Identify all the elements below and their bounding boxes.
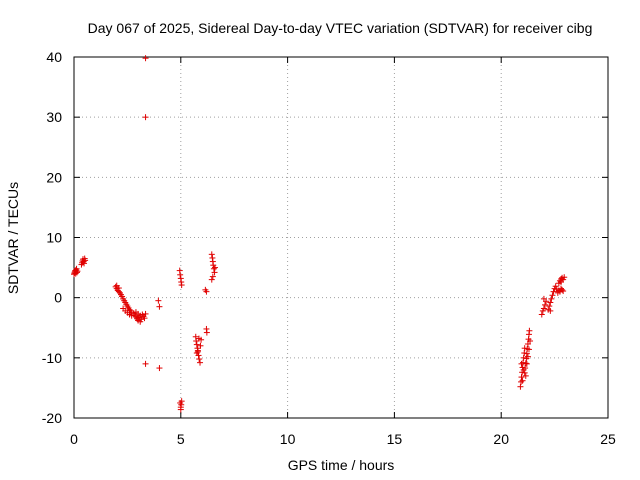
data-point bbox=[196, 356, 203, 363]
data-point bbox=[559, 286, 566, 293]
data-point bbox=[547, 299, 554, 306]
data-point bbox=[527, 337, 534, 344]
y-tick-label: 0 bbox=[54, 290, 62, 306]
data-point bbox=[74, 268, 81, 275]
data-point bbox=[178, 282, 185, 289]
data-point bbox=[520, 354, 527, 361]
data-point bbox=[141, 315, 148, 322]
data-point bbox=[156, 365, 163, 372]
data-point bbox=[197, 359, 204, 366]
data-point bbox=[142, 310, 149, 317]
data-point bbox=[142, 55, 149, 62]
data-point bbox=[211, 264, 218, 271]
y-axis-label: SDTVAR / TECUs bbox=[5, 182, 21, 294]
y-tick-label: -20 bbox=[42, 410, 62, 426]
data-point bbox=[550, 288, 557, 295]
data-point bbox=[208, 276, 215, 283]
data-point bbox=[517, 383, 524, 390]
data-points bbox=[71, 55, 568, 413]
data-point bbox=[155, 297, 162, 304]
data-point bbox=[541, 301, 548, 308]
data-point bbox=[518, 374, 525, 381]
data-point bbox=[547, 307, 554, 314]
data-point bbox=[522, 372, 529, 379]
y-tick-label: 30 bbox=[46, 109, 62, 125]
data-point bbox=[177, 271, 184, 278]
data-point bbox=[524, 340, 531, 347]
x-tick-label: 0 bbox=[70, 431, 78, 447]
data-point bbox=[538, 311, 545, 318]
data-point bbox=[519, 377, 526, 384]
data-point bbox=[208, 251, 215, 258]
x-tick-label: 25 bbox=[600, 431, 616, 447]
data-point bbox=[525, 346, 532, 353]
data-point bbox=[546, 303, 553, 310]
data-point bbox=[115, 285, 122, 292]
data-point bbox=[177, 406, 184, 413]
y-tick-label: 40 bbox=[46, 49, 62, 65]
data-point bbox=[209, 273, 216, 280]
data-point bbox=[518, 360, 525, 367]
data-point bbox=[178, 398, 185, 405]
data-point bbox=[81, 260, 88, 267]
data-point bbox=[560, 288, 567, 295]
grid bbox=[74, 57, 608, 418]
y-tick-label: -10 bbox=[42, 350, 62, 366]
x-axis-label: GPS time / hours bbox=[288, 457, 395, 473]
data-point bbox=[524, 353, 531, 360]
x-tick-label: 15 bbox=[387, 431, 403, 447]
data-point bbox=[193, 341, 200, 348]
data-point bbox=[522, 360, 529, 367]
data-point bbox=[210, 265, 217, 272]
x-tick-label: 5 bbox=[177, 431, 185, 447]
data-point bbox=[135, 310, 142, 317]
x-tick-label: 10 bbox=[280, 431, 296, 447]
data-point bbox=[142, 114, 149, 121]
data-point bbox=[549, 292, 556, 299]
data-point bbox=[82, 257, 89, 264]
data-point bbox=[137, 318, 144, 325]
data-point bbox=[203, 288, 210, 295]
data-point bbox=[197, 342, 204, 349]
data-point bbox=[540, 295, 547, 302]
data-point bbox=[522, 365, 529, 372]
data-point bbox=[558, 279, 565, 286]
data-point bbox=[540, 305, 547, 312]
data-point bbox=[195, 335, 202, 342]
data-point bbox=[203, 329, 210, 336]
y-tick-label: 20 bbox=[46, 169, 62, 185]
data-point bbox=[521, 345, 528, 352]
data-point bbox=[548, 295, 555, 302]
data-point bbox=[519, 359, 526, 366]
data-point bbox=[142, 360, 149, 367]
axis-ticks: 0 5 10 15 20 25 -20 -10 0 10 20 30 40 bbox=[42, 49, 616, 447]
data-point bbox=[523, 360, 530, 367]
data-point bbox=[561, 274, 568, 281]
chart-title: Day 067 of 2025, Sidereal Day-to-day VTE… bbox=[88, 20, 593, 36]
y-tick-label: 10 bbox=[46, 230, 62, 246]
data-point bbox=[552, 283, 559, 290]
data-point bbox=[156, 303, 163, 310]
data-point bbox=[194, 347, 201, 354]
data-point bbox=[526, 327, 533, 334]
x-tick-label: 20 bbox=[493, 431, 509, 447]
